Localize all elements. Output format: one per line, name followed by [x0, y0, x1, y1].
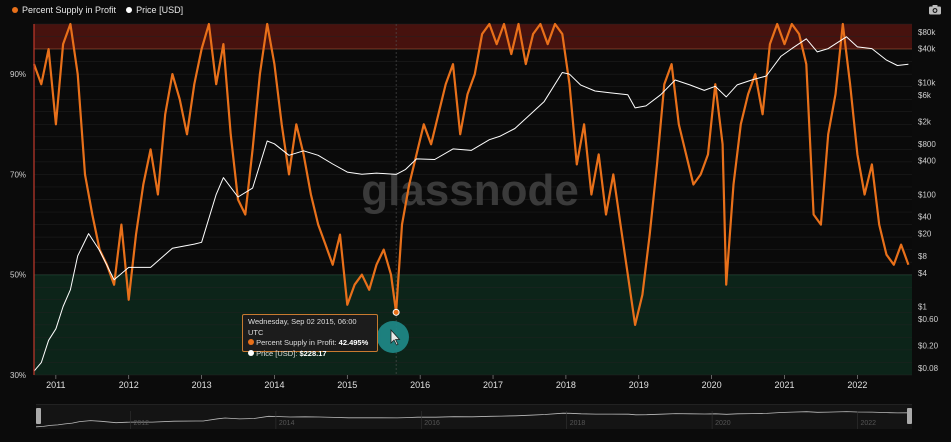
- y-right-tick-label: $40: [918, 213, 932, 222]
- x-tick-label: 2018: [556, 380, 576, 390]
- tooltip-psip-value: 42.495%: [338, 338, 369, 347]
- range-navigator[interactable]: 2012 2014 2016 2018 2020 2022: [35, 404, 912, 429]
- navigator-svg: 2012 2014 2016 2018 2020 2022: [35, 405, 912, 429]
- psip-dot-icon: [12, 7, 18, 13]
- camera-icon[interactable]: [928, 4, 942, 15]
- y-left-tick-label: 30%: [10, 371, 26, 380]
- hover-point: [392, 308, 400, 316]
- navigator-year-label: 2020: [715, 420, 731, 427]
- navigator-right-handle-icon[interactable]: [907, 408, 912, 424]
- y-right-tick-label: $8: [918, 252, 927, 261]
- y-left-tick-label: 70%: [10, 170, 26, 179]
- tooltip-row-psip: Percent Supply in Profit: 42.495%: [248, 338, 372, 349]
- tooltip-price-label: Price [USD]:: [256, 348, 298, 358]
- navigator-year-label: 2014: [279, 420, 295, 427]
- y-right-tick-label: $4: [918, 269, 927, 278]
- x-tick-label: 2016: [410, 380, 430, 390]
- x-tick-label: 2017: [483, 380, 503, 390]
- navigator-left-handle-icon[interactable]: [36, 408, 41, 424]
- y-right-tick-label: $6k: [918, 91, 932, 100]
- x-tick-label: 2019: [629, 380, 649, 390]
- y-right-tick-label: $100: [918, 190, 936, 199]
- tooltip-price-value: $228.17: [299, 348, 327, 358]
- y-right-tick-label: $80k: [918, 28, 936, 37]
- tooltip-price-dot-icon: [248, 349, 254, 356]
- x-tick-label: 2011: [46, 380, 65, 390]
- pointer-arrow-icon: [390, 328, 401, 346]
- series-layer: [32, 22, 910, 372]
- legend-label-price: Price [USD]: [136, 5, 184, 15]
- y-right-tick-label: $40k: [918, 45, 936, 54]
- y-axis-right: $80k $40k $10k $6k $2k $800 $400 $100 $40 $20 $8 $4…: [918, 28, 939, 373]
- y-right-tick-label: $20: [918, 230, 932, 239]
- x-tick-label: 2013: [192, 380, 212, 390]
- chart-legend: Percent Supply in Profit Price [USD]: [12, 5, 183, 15]
- x-axis: 2011 2012 2013 2014 2015 2016 2017 2018 2019 2020…: [46, 375, 867, 390]
- watermark-logo: glassnode: [361, 166, 579, 215]
- x-tick-label: 2012: [119, 380, 139, 390]
- y-left-tick-label: 50%: [10, 271, 26, 280]
- data-tooltip: Wednesday, Sep 02 2015, 06:00 UTC Percen…: [242, 314, 378, 358]
- hover-cursor-marker: [377, 321, 409, 353]
- x-tick-label: 2022: [847, 380, 867, 390]
- legend-label-psip: Percent Supply in Profit: [22, 5, 117, 15]
- y-right-tick-label: $0.60: [918, 315, 939, 324]
- tooltip-psip-label: Percent Supply in Profit:: [256, 338, 337, 347]
- navigator-year-label: 2022: [860, 420, 876, 427]
- navigator-year-label: 2016: [424, 420, 440, 427]
- y-right-tick-label: $0.08: [918, 364, 939, 373]
- x-tick-label: 2015: [337, 380, 357, 390]
- navigator-year-label: 2018: [570, 420, 586, 427]
- grid-layer: [34, 23, 912, 376]
- y-right-tick-label: $400: [918, 157, 936, 166]
- legend-item-price[interactable]: Price [USD]: [126, 5, 183, 15]
- y-axis-left: 90% 70% 50% 30%: [10, 24, 35, 380]
- y-right-tick-label: $10k: [918, 78, 936, 87]
- tooltip-date: Wednesday, Sep 02 2015, 06:00 UTC: [248, 317, 357, 337]
- x-tick-label: 2020: [702, 380, 722, 390]
- legend-item-psip[interactable]: Percent Supply in Profit: [12, 5, 116, 15]
- y-right-tick-label: $1: [918, 303, 927, 312]
- tooltip-psip-dot-icon: [248, 339, 254, 345]
- y-right-tick-label: $800: [918, 140, 936, 149]
- x-tick-label: 2014: [264, 380, 284, 390]
- navigator-price-line: [35, 411, 909, 428]
- tooltip-row-price: Price [USD]: $228.17: [248, 349, 372, 360]
- navigator-year-label: 2012: [134, 420, 150, 427]
- price-series-line: [33, 36, 909, 372]
- y-right-tick-label: $0.20: [918, 342, 939, 351]
- x-tick-label: 2021: [774, 380, 794, 390]
- psip-series-line: [32, 22, 910, 326]
- y-left-tick-label: 90%: [10, 70, 26, 79]
- price-dot-icon: [126, 7, 133, 13]
- y-right-tick-label: $2k: [918, 118, 932, 127]
